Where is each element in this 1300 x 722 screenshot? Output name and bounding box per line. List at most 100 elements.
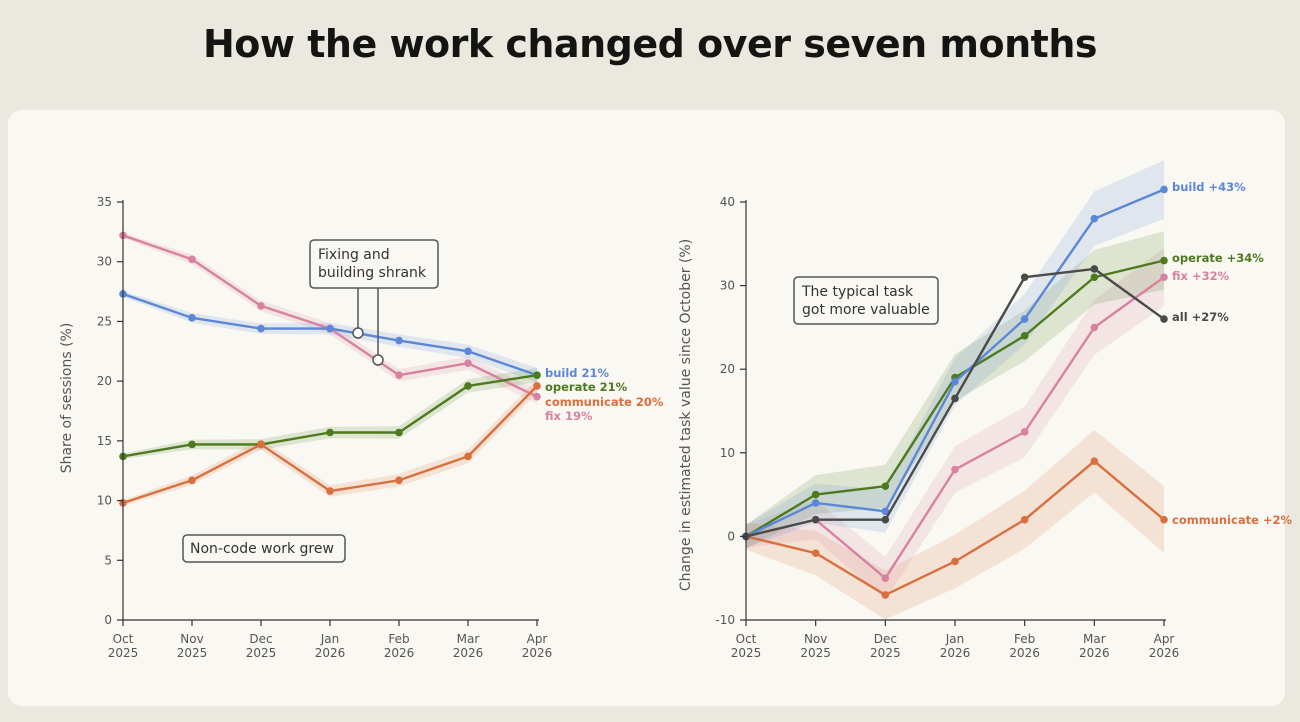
- annotation-line-1: The typical task: [801, 284, 914, 300]
- data-point-operate: [533, 371, 541, 379]
- x-tick-label-month: Mar: [1083, 632, 1106, 646]
- x-tick-label-month: Nov: [180, 632, 203, 646]
- right-y-axis-title: Change in estimated task value since Oct…: [678, 239, 694, 591]
- data-point-communicate: [395, 476, 403, 485]
- x-tick-label-month: Apr: [527, 632, 548, 646]
- data-point-build: [1160, 185, 1168, 194]
- annotation-fixing-building: Fixing and building shrank: [309, 239, 439, 366]
- data-point-build: [811, 499, 820, 507]
- data-point-operate: [464, 382, 472, 390]
- x-tick-label-year: 2025: [800, 646, 831, 660]
- y-tick-label: 20: [97, 374, 112, 388]
- end-label-communicate: communicate 20%: [545, 395, 664, 409]
- x-tick-label-month: Nov: [804, 632, 827, 646]
- x-tick-label-year: 2025: [246, 646, 277, 660]
- data-point-communicate: [881, 591, 890, 599]
- end-label-fix: fix +32%: [1172, 269, 1230, 283]
- data-point-build: [1020, 315, 1029, 323]
- band-communicate: [123, 378, 537, 506]
- annotation-non-code: Non-code work grew: [182, 534, 346, 563]
- data-point-all: [1020, 273, 1029, 282]
- x-tick-label-year: 2026: [940, 646, 971, 660]
- data-point-fix: [533, 392, 541, 401]
- annotation-line-2: got more valuable: [802, 302, 930, 318]
- data-point-communicate: [951, 557, 959, 566]
- x-tick-label-year: 2026: [522, 646, 553, 660]
- annotation-line-1: Non-code work grew: [190, 541, 334, 557]
- data-point-build: [395, 336, 403, 345]
- y-tick-label: 0: [104, 613, 112, 627]
- data-point-operate: [1160, 256, 1168, 265]
- data-point-fix: [881, 574, 890, 582]
- band-communicate: [746, 429, 1164, 620]
- left-end-labels: fix 19% build 21%operate 21%communicate 2…: [545, 366, 664, 423]
- end-label-communicate: communicate +2%: [1172, 513, 1293, 527]
- data-point-operate: [326, 428, 334, 437]
- annotation-typical-task: The typical task got more valuable: [793, 276, 939, 325]
- right-axes: -10010203040Oct2025Nov2025Dec2025Jan2026…: [715, 195, 1179, 660]
- data-point-fix: [188, 255, 196, 264]
- y-tick-label: 10: [97, 494, 112, 508]
- data-point-build: [326, 324, 334, 333]
- end-label-build: build +43%: [1172, 180, 1246, 194]
- data-point-operate: [1090, 273, 1099, 282]
- page-title: How the work changed over seven months: [202, 22, 1098, 66]
- x-tick-label-month: Feb: [1014, 632, 1035, 646]
- x-tick-label-year: 2025: [108, 646, 139, 660]
- data-point-fix: [1090, 323, 1099, 332]
- data-point-fix: [464, 359, 472, 368]
- x-tick-label-year: 2026: [315, 646, 346, 660]
- x-tick-label-year: 2025: [870, 646, 901, 660]
- x-tick-label-year: 2026: [384, 646, 415, 660]
- end-label-all: all +27%: [1172, 310, 1229, 324]
- x-tick-label-month: Jan: [945, 632, 965, 646]
- y-tick-label: 0: [727, 529, 735, 543]
- end-label-fix: fix 19%: [545, 409, 593, 423]
- data-point-fix: [1160, 273, 1168, 282]
- x-tick-label-month: Mar: [457, 632, 480, 646]
- data-point-operate: [811, 490, 820, 499]
- data-point-communicate: [257, 440, 265, 449]
- data-point-all: [1160, 315, 1168, 323]
- data-point-operate: [881, 482, 890, 491]
- end-label-operate: operate 21%: [545, 380, 628, 394]
- right-bands: [746, 160, 1164, 620]
- band-fix: [746, 247, 1164, 600]
- annotation-line-2: building shrank: [318, 265, 427, 281]
- data-point-all: [1090, 265, 1099, 273]
- data-point-communicate: [1090, 457, 1099, 465]
- left-y-axis-title: Share of sessions (%): [59, 323, 75, 474]
- y-tick-label: -10: [715, 613, 735, 627]
- end-label-operate: operate +34%: [1172, 251, 1264, 265]
- y-tick-label: 25: [97, 314, 112, 328]
- data-point-communicate: [188, 476, 196, 485]
- band-operate: [746, 231, 1164, 549]
- data-point-operate: [395, 428, 403, 437]
- x-tick-label-month: Apr: [1154, 632, 1175, 646]
- data-point-all: [881, 515, 890, 524]
- x-tick-label-year: 2026: [453, 646, 484, 660]
- data-point-fix: [1020, 428, 1029, 436]
- x-tick-label-year: 2026: [1149, 646, 1180, 660]
- x-tick-label-month: Oct: [736, 632, 757, 646]
- data-point-communicate: [1020, 515, 1029, 524]
- data-point-build: [881, 507, 890, 516]
- chart-panel: [8, 110, 1285, 706]
- left-axes: 05101520253035Oct2025Nov2025Dec2025Jan20…: [97, 195, 553, 660]
- x-tick-label-year: 2025: [177, 646, 208, 660]
- right-series: [742, 185, 1168, 599]
- y-tick-label: 40: [720, 195, 735, 209]
- x-tick-label-year: 2026: [1079, 646, 1110, 660]
- x-tick-label-month: Dec: [874, 632, 897, 646]
- x-tick-label-month: Feb: [388, 632, 409, 646]
- data-point-communicate: [811, 549, 820, 557]
- data-point-all: [951, 394, 959, 403]
- annotation-line-1: Fixing and: [318, 247, 390, 263]
- data-point-fix: [395, 371, 403, 379]
- data-point-build: [257, 324, 265, 333]
- y-tick-label: 10: [720, 446, 735, 460]
- data-point-communicate: [326, 487, 334, 495]
- x-tick-label-year: 2025: [731, 646, 762, 660]
- x-tick-label-month: Jan: [320, 632, 340, 646]
